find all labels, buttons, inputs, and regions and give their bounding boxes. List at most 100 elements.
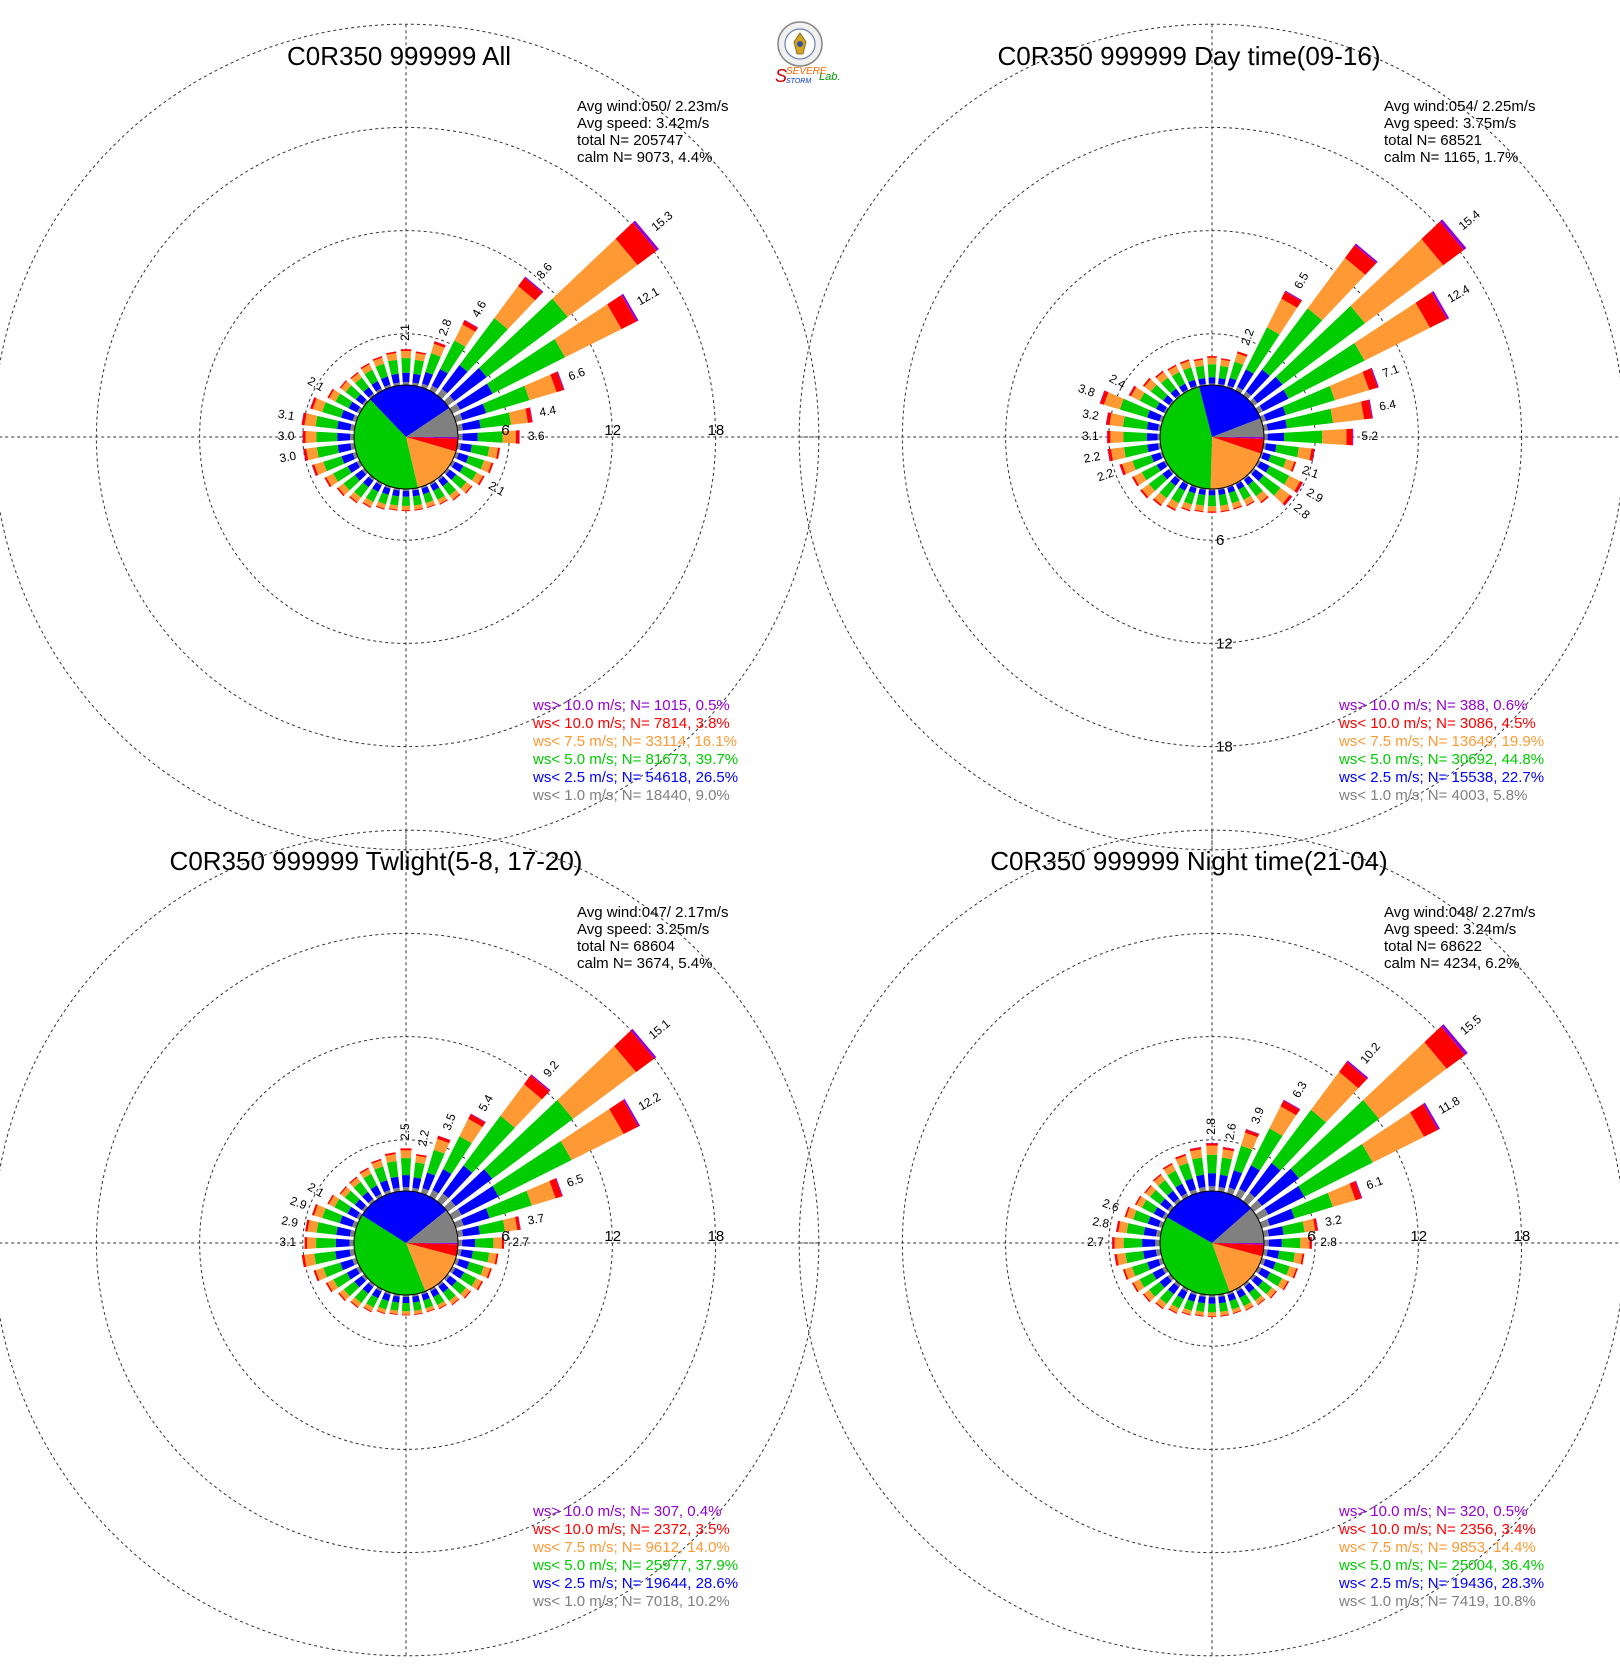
- bar-segment-280-deg: [337, 421, 351, 431]
- frequency-label: 6.6: [566, 365, 587, 384]
- bar-segment-90-deg: [1347, 429, 1353, 446]
- legend-entry: ws< 1.0 m/s; N= 7419, 10.8%: [1338, 1593, 1536, 1610]
- speed-legend: ws> 10.0 m/s; N= 1015, 0.5%ws< 10.0 m/s;…: [532, 697, 738, 804]
- bar-segment-100-deg: [1275, 445, 1299, 458]
- bar-segment-0-deg: [1207, 356, 1217, 358]
- legend-entry: ws< 5.0 m/s; N= 81673, 39.7%: [532, 751, 738, 768]
- bar-segment-0-deg: [401, 1158, 411, 1175]
- ring-label: 12: [1216, 635, 1233, 652]
- bar-segment-190-deg: [390, 495, 399, 505]
- bar-segment-90-deg: [458, 1240, 462, 1247]
- bar-segment-350-deg: [391, 1177, 400, 1189]
- stats-line: total N= 205747: [577, 132, 683, 149]
- bar-segment-100-deg: [1267, 1250, 1280, 1259]
- chart-title: C0R350 999999 Day time(09-16): [998, 41, 1381, 71]
- frequency-label: 10.2: [1357, 1039, 1383, 1066]
- bar-segment-180-deg: [1208, 1297, 1215, 1303]
- bar-segment-270-deg: [350, 434, 354, 441]
- frequency-label: 2.8: [436, 317, 455, 338]
- legend-entry: ws< 1.0 m/s; N= 7018, 10.2%: [532, 1593, 730, 1610]
- frequency-label: 2.1: [305, 374, 327, 395]
- bar-segment-280-deg: [1123, 416, 1148, 429]
- bar-segment-190-deg: [1196, 1302, 1205, 1312]
- bar-segment-260-deg: [1125, 1251, 1144, 1263]
- legend-entry: ws< 10.0 m/s; N= 3086, 4.5%: [1338, 715, 1536, 732]
- frequency-label: 6.5: [1291, 270, 1312, 292]
- frequency-label: 3.1: [277, 407, 296, 424]
- frequency-label: 12.2: [636, 1089, 664, 1113]
- bar-segment-0-deg: [402, 1175, 410, 1187]
- frequency-label: 2.7: [512, 1235, 529, 1249]
- bar-segment-280-deg: [1147, 422, 1159, 431]
- logo-seal-dot: [797, 41, 803, 47]
- legend-entry: ws< 7.5 m/s; N= 9853, 14.4%: [1338, 1539, 1536, 1556]
- bar-segment-90-deg: [1264, 1240, 1269, 1247]
- legend-entry: ws< 2.5 m/s; N= 54618, 26.5%: [532, 769, 738, 786]
- bar-segment-80-deg: [1331, 402, 1365, 424]
- speed-legend: ws> 10.0 m/s; N= 388, 0.6%ws< 10.0 m/s; …: [1338, 697, 1544, 804]
- legend-entry: ws> 10.0 m/s; N= 388, 0.6%: [1338, 697, 1527, 714]
- frequency-label: 3.1: [1082, 429, 1099, 443]
- bar-segment-0-deg: [402, 373, 410, 382]
- frequency-label: 2.1: [486, 478, 508, 499]
- bar-segment-270-deg: [305, 1237, 307, 1249]
- bar-segment-280-deg: [336, 1227, 351, 1237]
- frequency-label: 3.2: [1324, 1212, 1343, 1229]
- stats-line: calm N= 4234, 6.2%: [1384, 955, 1520, 972]
- frequency-label: 5.4: [476, 1092, 497, 1114]
- speed-pie: [354, 1191, 458, 1295]
- frequency-label: 3.5: [440, 1111, 459, 1132]
- speed-legend: ws> 10.0 m/s; N= 320, 0.5%ws< 10.0 m/s; …: [1338, 1503, 1544, 1610]
- bar-segment-260-deg: [1147, 443, 1159, 452]
- bar-segment-270-deg: [337, 433, 350, 441]
- frequency-label: 11.8: [1436, 1093, 1463, 1117]
- frequency-label: 3.0: [278, 429, 295, 443]
- frequency-label: 6.3: [1289, 1079, 1310, 1101]
- bar-segment-270-deg: [1155, 1240, 1160, 1247]
- logo-text-storm: STORM: [786, 78, 811, 85]
- bar-segment-290-deg: [322, 1208, 343, 1223]
- lab-logo: SEVERE STORM Lab. S: [775, 22, 840, 86]
- bar-segment-90-deg: [1282, 1238, 1301, 1248]
- stats-line: Avg speed: 3.25m/s: [577, 921, 709, 938]
- bar-segment-170-deg: [413, 495, 422, 505]
- bar-segment-180-deg: [1208, 495, 1216, 506]
- bar-segment-70-deg: [1330, 372, 1369, 400]
- bar-segment-180-deg: [1208, 1316, 1217, 1317]
- bar-segment-350-deg: [1192, 1158, 1204, 1177]
- bar-segment-80-deg: [462, 1226, 480, 1237]
- ring-label: 6: [501, 1228, 509, 1245]
- bar-segment-180-deg: [402, 1315, 411, 1316]
- ring-label: 6: [1216, 532, 1224, 549]
- legend-entry: ws< 10.0 m/s; N= 2372, 3.5%: [532, 1521, 730, 1538]
- ring-label: 18: [1216, 739, 1233, 756]
- bar-segment-0-deg: [1206, 1146, 1218, 1155]
- stats-line: calm N= 3674, 5.4%: [577, 955, 713, 972]
- bar-segment-100-deg: [1265, 443, 1277, 452]
- legend-entry: ws> 10.0 m/s; N= 307, 0.4%: [532, 1503, 721, 1520]
- bar-segment-260-deg: [1111, 447, 1126, 460]
- bar-segment-270-deg: [303, 431, 306, 443]
- frequency-label: 6.4: [1378, 397, 1397, 414]
- legend-entry: ws> 10.0 m/s; N= 1015, 0.5%: [532, 697, 730, 714]
- stats-line: calm N= 1165, 1.7%: [1384, 149, 1518, 166]
- bar-segment-270-deg: [1110, 431, 1123, 443]
- ring-label: 12: [604, 1228, 621, 1245]
- legend-entry: ws< 7.5 m/s; N= 13649, 19.9%: [1338, 733, 1544, 750]
- bar-segment-270-deg: [316, 432, 337, 443]
- frequency-label: 7.1: [1380, 362, 1401, 381]
- bar-segment-0-deg: [1207, 358, 1216, 365]
- direction-bars: [301, 221, 659, 512]
- bar-segment-90-deg: [1268, 433, 1284, 442]
- bar-segment-0-deg: [400, 1148, 411, 1150]
- bar-segment-350-deg: [391, 374, 400, 384]
- bar-segment-280-deg: [316, 416, 339, 429]
- speed-pie: [354, 385, 458, 489]
- bar-segment-350-deg: [388, 360, 399, 375]
- legend-entry: ws< 7.5 m/s; N= 33114, 16.1%: [532, 733, 737, 750]
- bar-segment-90-deg: [516, 430, 519, 443]
